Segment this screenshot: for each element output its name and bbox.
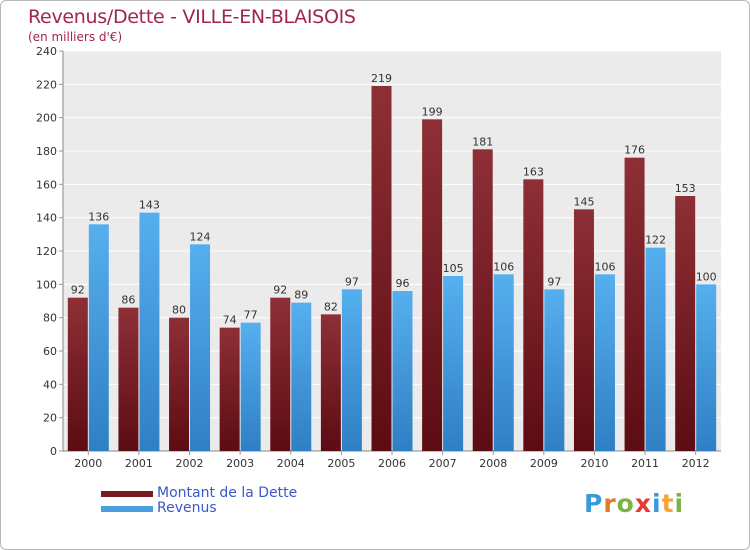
bar-revenus xyxy=(240,322,261,451)
logo-letter: o xyxy=(616,489,635,518)
bar-revenus xyxy=(443,276,464,451)
logo-letter: x xyxy=(634,489,652,518)
data-label-revenus: 77 xyxy=(244,309,258,322)
x-tick-label: 2005 xyxy=(327,457,355,470)
x-tick-label: 2006 xyxy=(378,457,406,470)
bar-revenus xyxy=(392,291,413,451)
bar-dette xyxy=(624,157,645,451)
y-tick-label: 180 xyxy=(36,145,57,158)
data-label-revenus: 96 xyxy=(396,277,410,290)
bar-dette xyxy=(320,314,341,451)
data-label-revenus: 97 xyxy=(547,275,561,288)
bar-revenus xyxy=(139,212,160,451)
bar-revenus xyxy=(88,224,109,451)
data-label-revenus: 100 xyxy=(696,270,717,283)
chart-title: Revenus/Dette - VILLE-EN-BLAISOIS xyxy=(28,6,356,28)
chart-subtitle: (en milliers d'€) xyxy=(28,30,123,44)
data-label-dette: 80 xyxy=(172,304,186,317)
data-label-dette: 92 xyxy=(273,284,287,297)
data-label-revenus: 124 xyxy=(190,230,211,243)
bar-revenus xyxy=(544,289,565,451)
x-tick-label: 2010 xyxy=(580,457,608,470)
data-label-dette: 153 xyxy=(675,182,696,195)
bar-dette xyxy=(219,327,240,451)
y-tick-label: 240 xyxy=(36,45,57,58)
bar-revenus xyxy=(291,302,312,451)
data-label-dette: 145 xyxy=(573,195,594,208)
bar-revenus xyxy=(493,274,514,451)
y-tick-label: 120 xyxy=(36,245,57,258)
data-label-revenus: 97 xyxy=(345,275,359,288)
data-label-dette: 199 xyxy=(422,105,443,118)
data-label-dette: 74 xyxy=(223,314,237,327)
y-tick-label: 20 xyxy=(43,412,57,425)
bar-revenus xyxy=(341,289,362,451)
bar-dette xyxy=(573,209,594,451)
y-tick-label: 80 xyxy=(43,312,57,325)
bar-dette xyxy=(472,149,493,452)
data-label-revenus: 89 xyxy=(294,289,308,302)
x-tick-label: 2009 xyxy=(530,457,558,470)
logo-letter: t xyxy=(661,489,675,518)
bar-dette xyxy=(118,307,139,451)
data-label-dette: 86 xyxy=(121,294,135,307)
data-label-revenus: 143 xyxy=(139,199,160,212)
data-label-dette: 163 xyxy=(523,165,544,178)
logo-letter: i xyxy=(652,489,662,518)
x-tick-label: 2001 xyxy=(125,457,153,470)
legend-swatch-dette xyxy=(101,491,153,497)
bar-dette xyxy=(675,196,696,451)
x-tick-label: 2000 xyxy=(74,457,102,470)
data-label-revenus: 122 xyxy=(645,234,666,247)
y-tick-label: 100 xyxy=(36,278,57,291)
bar-revenus xyxy=(190,244,211,451)
legend-label-revenus: Revenus xyxy=(157,500,217,516)
legend-label-dette: Montant de la Dette xyxy=(157,485,298,501)
x-tick-label: 2003 xyxy=(226,457,254,470)
y-tick-label: 200 xyxy=(36,112,57,125)
data-label-dette: 181 xyxy=(472,135,493,148)
x-tick-label: 2011 xyxy=(631,457,659,470)
x-tick-label: 2002 xyxy=(176,457,204,470)
y-tick-label: 0 xyxy=(50,445,57,458)
y-tick-label: 60 xyxy=(43,345,57,358)
bar-dette xyxy=(371,86,392,451)
bar-revenus xyxy=(594,274,615,451)
bar-revenus xyxy=(696,284,717,451)
data-label-revenus: 106 xyxy=(493,260,514,273)
y-tick-label: 40 xyxy=(43,378,57,391)
x-tick-label: 2012 xyxy=(682,457,710,470)
data-label-revenus: 136 xyxy=(88,210,109,223)
bar-dette xyxy=(523,179,544,452)
data-label-dette: 92 xyxy=(71,284,85,297)
bar-revenus xyxy=(645,247,666,451)
data-label-dette: 219 xyxy=(371,72,392,85)
y-tick-label: 220 xyxy=(36,78,57,91)
bar-dette xyxy=(67,297,88,451)
data-label-dette: 176 xyxy=(624,144,645,157)
y-tick-label: 140 xyxy=(36,212,57,225)
data-label-revenus: 106 xyxy=(594,260,615,273)
logo-letter: i xyxy=(674,489,685,518)
bar-dette xyxy=(169,317,190,451)
bar-dette xyxy=(422,119,443,451)
x-tick-label: 2004 xyxy=(277,457,305,470)
logo-letter: r xyxy=(603,489,617,518)
proxiti-logo: Proxiti xyxy=(584,489,684,518)
data-label-dette: 82 xyxy=(324,300,338,313)
bar-dette xyxy=(270,297,291,451)
data-label-revenus: 105 xyxy=(443,262,464,275)
x-tick-label: 2008 xyxy=(479,457,507,470)
y-tick-label: 160 xyxy=(36,178,57,191)
x-tick-label: 2007 xyxy=(429,457,457,470)
logo-letter: P xyxy=(584,489,604,518)
legend-swatch-revenus xyxy=(101,506,153,512)
